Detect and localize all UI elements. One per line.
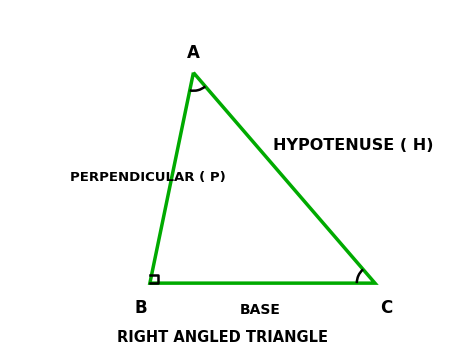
Text: HYPOTENUSE ( H): HYPOTENUSE ( H) [273,138,434,153]
Text: BASE: BASE [240,303,281,317]
Text: RIGHT ANGLED TRIANGLE: RIGHT ANGLED TRIANGLE [117,330,328,345]
Text: A: A [187,44,200,62]
Text: B: B [135,299,147,318]
Text: C: C [380,299,392,318]
Text: PERPENDICULAR ( P): PERPENDICULAR ( P) [70,171,226,184]
